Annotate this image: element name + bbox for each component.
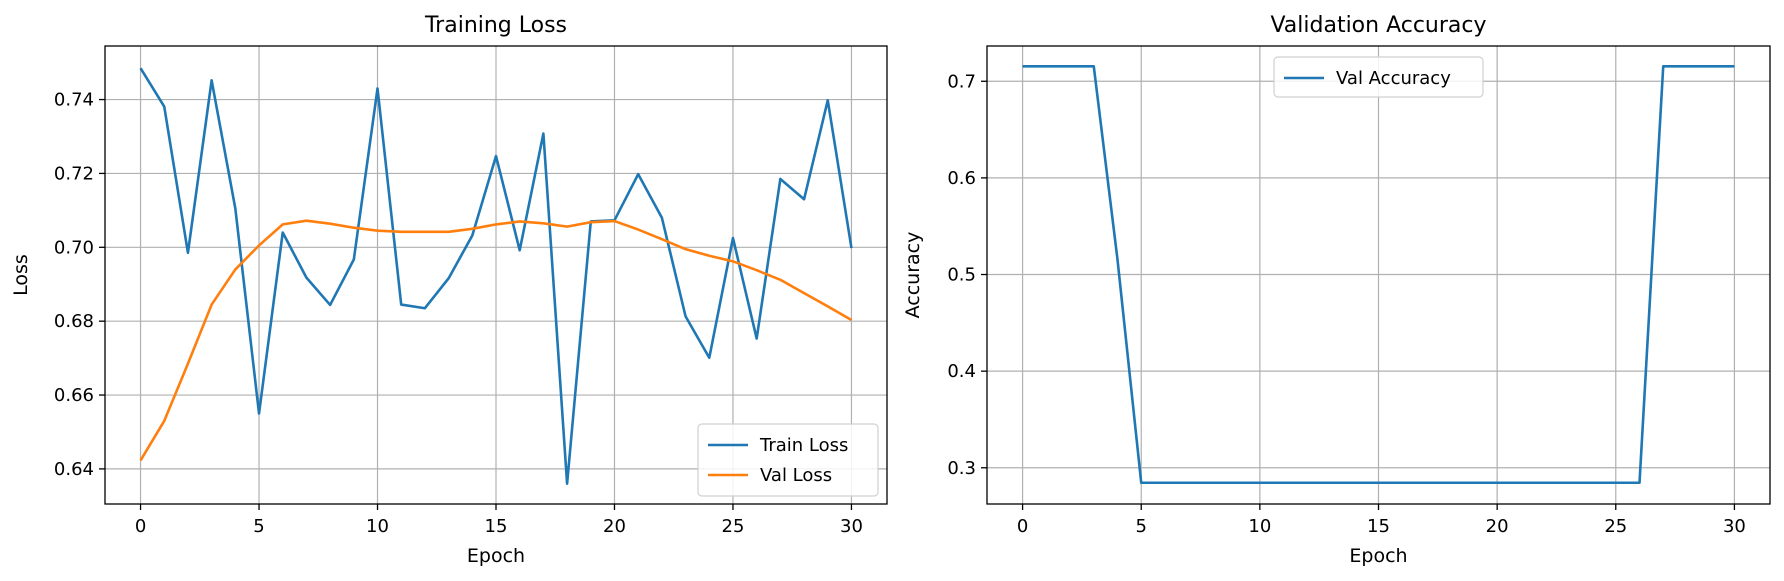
y-tick-label: 0.66 bbox=[54, 385, 94, 406]
x-tick-label: 15 bbox=[1367, 516, 1390, 537]
series-line-val-accuracy bbox=[1022, 64, 1735, 485]
x-tick-label: 30 bbox=[840, 516, 863, 537]
x-tick-label: 10 bbox=[1248, 516, 1271, 537]
y-tick-label: 0.64 bbox=[54, 459, 94, 480]
x-tick-label: 5 bbox=[1136, 516, 1147, 537]
y-axis-label: Loss bbox=[10, 254, 32, 296]
x-tick-label: 25 bbox=[1604, 516, 1627, 537]
series-line-val-loss bbox=[139, 219, 853, 462]
x-axis-label: Epoch bbox=[467, 545, 525, 567]
series-line-train-loss bbox=[139, 67, 853, 485]
y-tick-label: 0.3 bbox=[947, 458, 976, 479]
x-tick-label: 10 bbox=[366, 516, 389, 537]
x-tick-label: 0 bbox=[135, 516, 146, 537]
x-tick-label: 25 bbox=[722, 516, 745, 537]
x-tick-label: 30 bbox=[1723, 516, 1746, 537]
chart-title: Validation Accuracy bbox=[1270, 13, 1486, 38]
legend-label: Val Accuracy bbox=[1336, 68, 1451, 89]
x-tick-label: 0 bbox=[1017, 516, 1028, 537]
legend-label: Val Loss bbox=[760, 465, 832, 486]
y-tick-label: 0.68 bbox=[54, 311, 94, 332]
y-tick-label: 0.70 bbox=[54, 237, 94, 258]
legend: Val Accuracy bbox=[1273, 56, 1484, 98]
x-axis-label: Epoch bbox=[1349, 545, 1407, 567]
legend-box bbox=[697, 423, 879, 497]
chart-panel-1: 0 5 10 15 20 25 30 0.64 0.66 0.68 0.70 0.72 0.74 Trai… bbox=[10, 13, 888, 567]
x-tick-label: 5 bbox=[253, 516, 264, 537]
legend: Train Loss Val Loss bbox=[697, 423, 879, 497]
x-tick-label: 20 bbox=[603, 516, 626, 537]
y-tick-label: 0.6 bbox=[947, 168, 976, 189]
y-tick-label: 0.5 bbox=[947, 265, 976, 286]
y-axis-label: Accuracy bbox=[902, 232, 924, 319]
y-tick-label: 0.4 bbox=[947, 361, 976, 382]
y-tick-label: 0.74 bbox=[54, 90, 94, 111]
chart-panel-2: 0 5 10 15 20 25 30 0.3 0.4 0.5 0.6 0.7 Validation Ac… bbox=[902, 13, 1771, 567]
y-tick-label: 0.72 bbox=[54, 163, 94, 184]
legend-label: Train Loss bbox=[759, 435, 848, 456]
y-tick-label: 0.7 bbox=[947, 71, 976, 92]
chart-title: Training Loss bbox=[424, 13, 567, 38]
x-tick-label: 15 bbox=[485, 516, 508, 537]
x-tick-label: 20 bbox=[1486, 516, 1509, 537]
legend-box bbox=[1273, 56, 1484, 98]
